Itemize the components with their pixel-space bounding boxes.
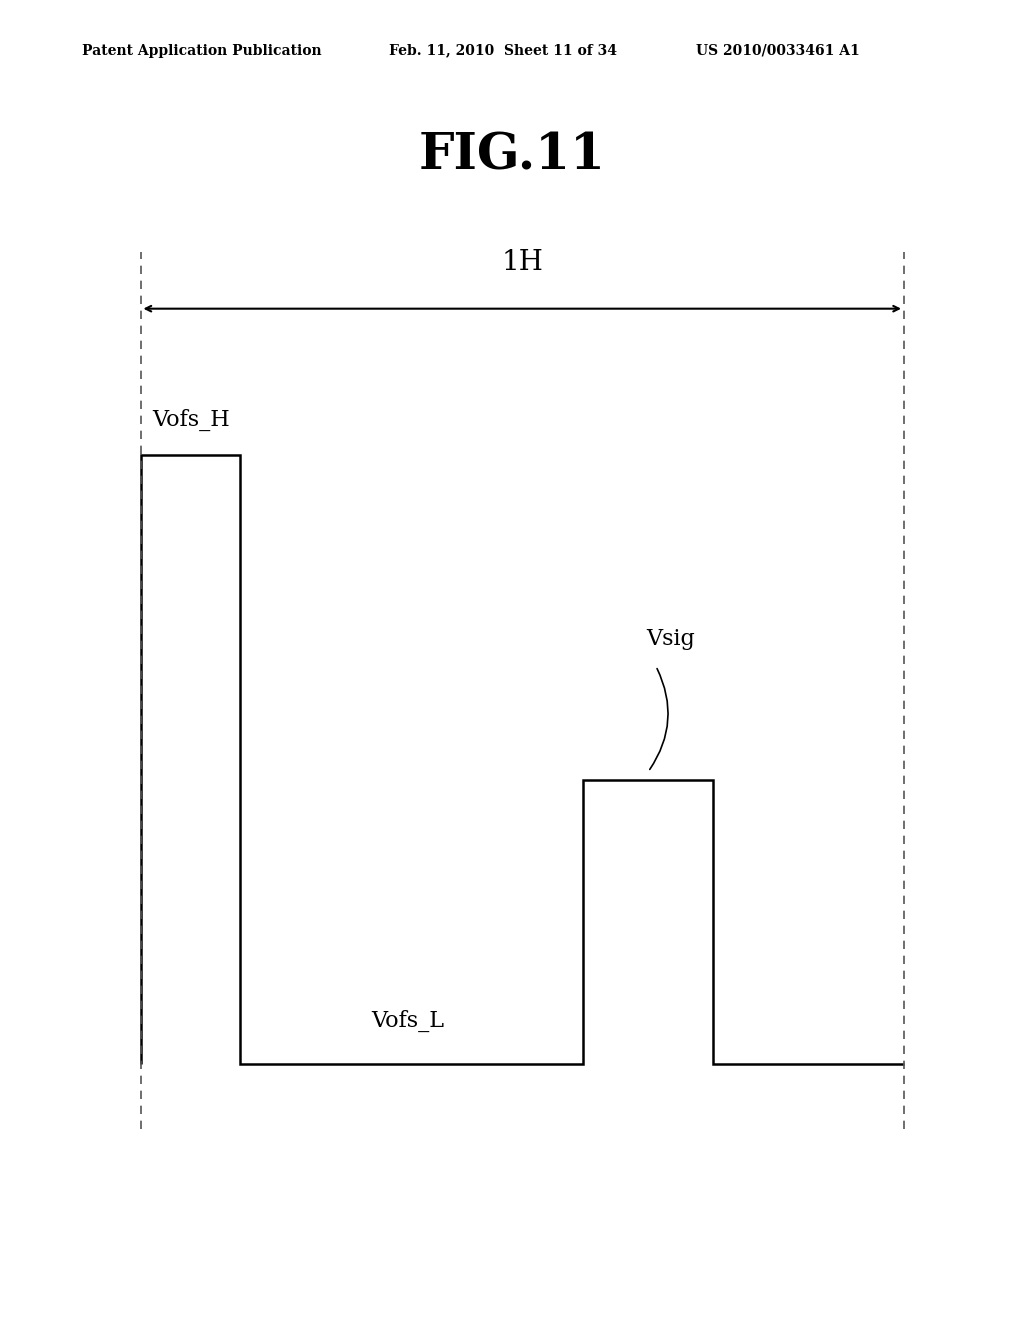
Text: 1H: 1H	[502, 249, 543, 276]
Text: Patent Application Publication: Patent Application Publication	[82, 44, 322, 58]
Text: Vofs_L: Vofs_L	[372, 1010, 444, 1032]
Text: Vsig: Vsig	[647, 628, 695, 649]
Text: Feb. 11, 2010  Sheet 11 of 34: Feb. 11, 2010 Sheet 11 of 34	[389, 44, 617, 58]
Text: FIG.11: FIG.11	[419, 132, 605, 181]
Text: US 2010/0033461 A1: US 2010/0033461 A1	[696, 44, 860, 58]
Text: Vofs_H: Vofs_H	[152, 408, 229, 430]
